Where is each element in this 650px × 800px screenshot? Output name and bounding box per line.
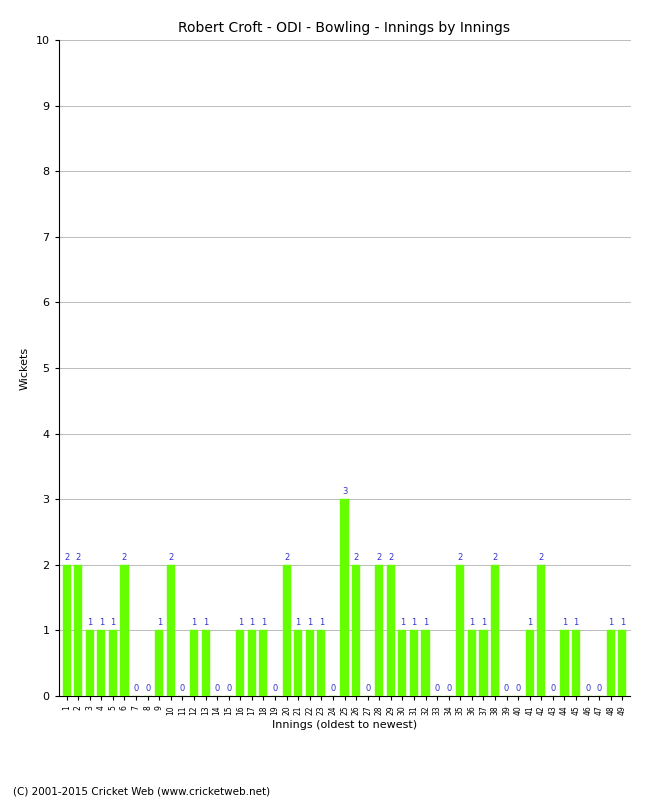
Bar: [248, 630, 256, 696]
Text: 1: 1: [608, 618, 614, 627]
Text: 1: 1: [296, 618, 301, 627]
Text: 2: 2: [168, 553, 174, 562]
Text: 2: 2: [284, 553, 289, 562]
Text: 0: 0: [133, 684, 138, 693]
Text: 1: 1: [481, 618, 486, 627]
Text: 1: 1: [238, 618, 243, 627]
Text: 1: 1: [261, 618, 266, 627]
Bar: [387, 565, 395, 696]
Text: 0: 0: [365, 684, 370, 693]
Bar: [352, 565, 360, 696]
Text: 0: 0: [226, 684, 231, 693]
Text: 1: 1: [573, 618, 578, 627]
Text: 0: 0: [597, 684, 602, 693]
Bar: [155, 630, 163, 696]
Bar: [62, 565, 71, 696]
Text: 0: 0: [272, 684, 278, 693]
Text: 0: 0: [145, 684, 150, 693]
X-axis label: Innings (oldest to newest): Innings (oldest to newest): [272, 720, 417, 730]
Text: 0: 0: [446, 684, 451, 693]
Bar: [202, 630, 209, 696]
Bar: [190, 630, 198, 696]
Text: 0: 0: [585, 684, 590, 693]
Text: 1: 1: [619, 618, 625, 627]
Text: 1: 1: [423, 618, 428, 627]
Title: Robert Croft - ODI - Bowling - Innings by Innings: Robert Croft - ODI - Bowling - Innings b…: [179, 21, 510, 34]
Bar: [572, 630, 580, 696]
Bar: [86, 630, 94, 696]
Bar: [109, 630, 117, 696]
Bar: [74, 565, 83, 696]
Text: 2: 2: [458, 553, 463, 562]
Bar: [538, 565, 545, 696]
Bar: [468, 630, 476, 696]
Text: 0: 0: [434, 684, 440, 693]
Bar: [398, 630, 406, 696]
Text: 1: 1: [400, 618, 405, 627]
Text: 1: 1: [469, 618, 474, 627]
Text: 1: 1: [249, 618, 255, 627]
Text: 2: 2: [122, 553, 127, 562]
Bar: [120, 565, 129, 696]
Text: 3: 3: [342, 487, 347, 496]
Bar: [606, 630, 615, 696]
Text: 1: 1: [191, 618, 196, 627]
Text: 1: 1: [157, 618, 162, 627]
Text: 1: 1: [318, 618, 324, 627]
Text: 1: 1: [111, 618, 116, 627]
Bar: [259, 630, 268, 696]
Text: 0: 0: [515, 684, 521, 693]
Text: 0: 0: [214, 684, 220, 693]
Bar: [306, 630, 314, 696]
Text: 1: 1: [527, 618, 532, 627]
Text: (C) 2001-2015 Cricket Web (www.cricketweb.net): (C) 2001-2015 Cricket Web (www.cricketwe…: [13, 786, 270, 796]
Text: 1: 1: [87, 618, 92, 627]
Bar: [491, 565, 499, 696]
Text: 2: 2: [354, 553, 359, 562]
Text: 2: 2: [493, 553, 498, 562]
Bar: [294, 630, 302, 696]
Text: 1: 1: [562, 618, 567, 627]
Bar: [341, 499, 348, 696]
Text: 0: 0: [330, 684, 335, 693]
Bar: [98, 630, 105, 696]
Text: 2: 2: [388, 553, 393, 562]
Text: 0: 0: [551, 684, 556, 693]
Text: 1: 1: [99, 618, 104, 627]
Text: 2: 2: [75, 553, 81, 562]
Bar: [456, 565, 464, 696]
Bar: [526, 630, 534, 696]
Text: 2: 2: [539, 553, 544, 562]
Bar: [480, 630, 488, 696]
Bar: [421, 630, 430, 696]
Bar: [283, 565, 291, 696]
Bar: [618, 630, 627, 696]
Text: 2: 2: [376, 553, 382, 562]
Y-axis label: Wickets: Wickets: [20, 346, 30, 390]
Bar: [410, 630, 418, 696]
Bar: [375, 565, 383, 696]
Bar: [167, 565, 175, 696]
Text: 1: 1: [411, 618, 417, 627]
Bar: [236, 630, 244, 696]
Text: 0: 0: [504, 684, 509, 693]
Bar: [560, 630, 569, 696]
Text: 1: 1: [307, 618, 313, 627]
Text: 0: 0: [180, 684, 185, 693]
Bar: [317, 630, 326, 696]
Text: 1: 1: [203, 618, 208, 627]
Text: 2: 2: [64, 553, 70, 562]
